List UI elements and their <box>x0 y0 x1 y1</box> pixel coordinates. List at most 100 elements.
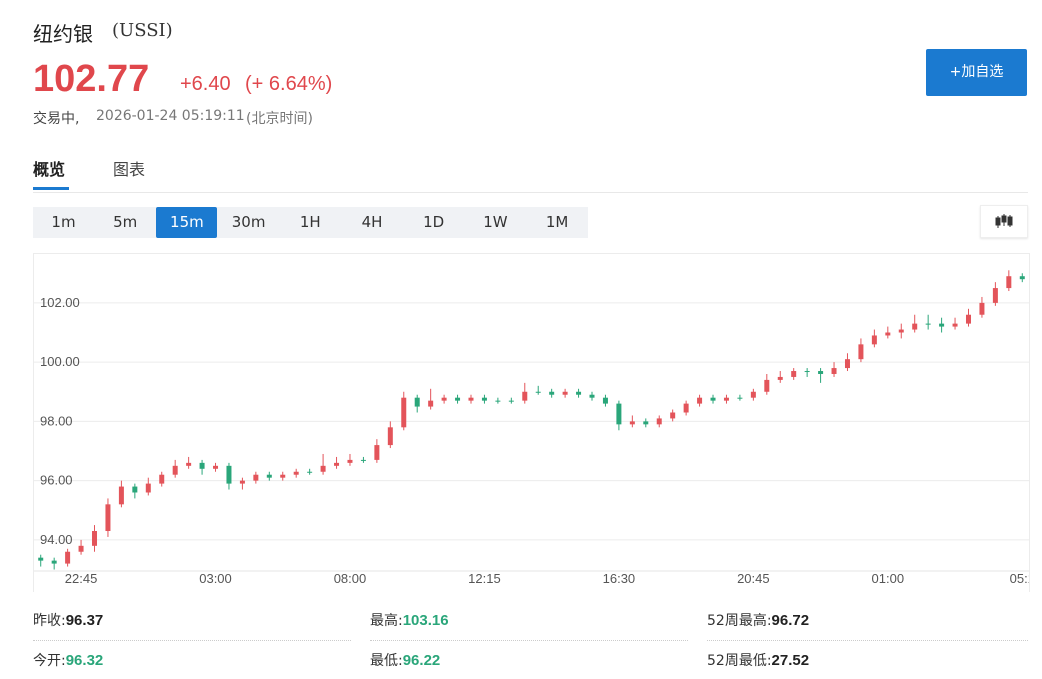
candle-body <box>737 397 743 399</box>
candle-body <box>589 394 595 398</box>
separator <box>33 192 1028 193</box>
candle-body <box>78 545 84 552</box>
x-tick-label: 16:30 <box>603 571 636 586</box>
chart: 94.00 96.00 98.00 100.00 102.00 22:45 03:00 08:… <box>33 253 1030 592</box>
candle-body <box>347 459 353 463</box>
candle-body <box>683 403 689 413</box>
candle-body <box>629 421 635 425</box>
candle-body <box>723 397 729 401</box>
y-tick-label: 96.00 <box>40 473 73 488</box>
candle-body <box>764 379 770 392</box>
candle-body <box>51 560 57 564</box>
candle-body <box>320 465 326 472</box>
tab[interactable]: 图表 <box>113 160 146 179</box>
candle-body <box>925 323 931 325</box>
divider <box>707 640 1028 641</box>
candle-body <box>441 397 447 401</box>
stat: 最高:103.16 <box>370 610 449 630</box>
candle-body <box>455 397 461 401</box>
divider <box>33 640 351 641</box>
candle-body <box>495 400 501 402</box>
candle-body <box>239 480 245 484</box>
candle-body <box>186 462 192 466</box>
stat-label: 52周最高: <box>707 613 772 629</box>
interval-button[interactable]: 1W <box>483 213 508 231</box>
candle-body <box>791 371 797 377</box>
stat-value: 103.16 <box>402 612 449 629</box>
candle-body <box>481 397 487 401</box>
interval-button[interactable]: 1H <box>299 213 321 231</box>
stat-value: 96.22 <box>402 652 441 669</box>
candle-body <box>576 391 582 395</box>
stat-label: 最低: <box>370 653 403 669</box>
candle-body <box>656 418 662 425</box>
interval-button[interactable]: 1m <box>51 213 76 231</box>
stat-label: 今开: <box>33 653 66 669</box>
interval-button[interactable]: 1M <box>545 213 569 231</box>
candle-body <box>1006 276 1012 289</box>
candle-body <box>374 445 380 460</box>
candle-body <box>885 332 891 336</box>
interval-button[interactable]: 4H <box>361 213 383 231</box>
candle-body <box>360 459 366 461</box>
candle-body <box>898 329 904 333</box>
candle-body <box>253 474 259 481</box>
candle-body <box>428 400 434 407</box>
x-tick-label: 05:1 <box>1010 571 1030 586</box>
candle-body <box>858 344 864 360</box>
stat-label: 昨收: <box>33 613 66 629</box>
stat: 昨收:96.37 <box>33 610 103 630</box>
candle-body <box>643 421 649 425</box>
stat-label: 最高: <box>370 613 403 629</box>
candle-body <box>105 504 111 532</box>
candle-body <box>939 323 945 327</box>
candle-body <box>38 557 44 561</box>
candle-body <box>818 371 824 374</box>
candle-body <box>401 397 407 428</box>
watch-button[interactable]: +加自选 <box>926 49 1027 96</box>
candle-body <box>616 403 622 425</box>
x-tick-label: 08:00 <box>334 571 367 586</box>
interval-button[interactable]: 30m <box>231 213 266 231</box>
candle-body <box>414 397 420 407</box>
candle-body <box>172 465 178 475</box>
candle-body <box>468 397 474 401</box>
timezone: (北京时间) <box>246 111 313 127</box>
candle-body <box>145 483 151 493</box>
stat: 52周最高:96.72 <box>707 610 809 630</box>
candle-body <box>199 462 205 469</box>
interval-bar <box>33 207 588 238</box>
stat-label: 52周最低: <box>707 653 772 669</box>
candle-body <box>804 371 810 373</box>
candle-body <box>562 391 568 395</box>
candle-body <box>334 462 340 466</box>
instrument-code: (USSI) <box>112 20 173 41</box>
candle-icon <box>995 214 1013 228</box>
interval-button[interactable]: 5m <box>113 213 138 231</box>
divider <box>370 640 688 641</box>
y-tick-label: 98.00 <box>40 413 73 428</box>
candle-body <box>697 397 703 404</box>
x-tick-label: 22:45 <box>65 571 98 586</box>
interval-button[interactable]: 15m <box>156 207 218 238</box>
candle-body <box>965 314 971 324</box>
y-tick-label: 94.00 <box>40 532 73 547</box>
stat-value: 27.52 <box>771 652 810 669</box>
candle-body <box>213 465 219 469</box>
tab-indicator <box>33 187 69 190</box>
candle-body <box>522 391 528 401</box>
interval-button[interactable]: 1D <box>423 213 445 231</box>
candle-body <box>992 288 998 303</box>
tab[interactable]: 概览 <box>33 160 66 179</box>
candle-body <box>710 397 716 401</box>
chart-type-button[interactable] <box>980 205 1028 238</box>
status: 交易中, <box>33 111 80 127</box>
candle-body <box>65 551 71 564</box>
candle-body <box>535 391 541 393</box>
candle-body <box>118 486 124 505</box>
candle-body <box>280 474 286 478</box>
candle-body <box>670 412 676 419</box>
candle-body <box>92 531 98 546</box>
datetime: 2026-01-24 05:19:11 <box>96 108 245 124</box>
candle-body <box>549 391 555 395</box>
